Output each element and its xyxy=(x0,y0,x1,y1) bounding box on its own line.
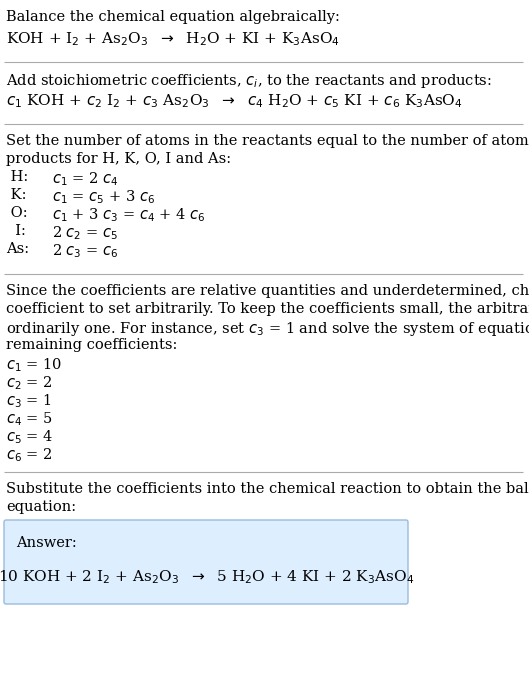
Text: $c_3$ = 1: $c_3$ = 1 xyxy=(6,392,52,409)
Text: 10 KOH + 2 I$_2$ + As$_2$O$_3$  $\rightarrow$  5 H$_2$O + 4 KI + 2 K$_3$AsO$_4$: 10 KOH + 2 I$_2$ + As$_2$O$_3$ $\rightar… xyxy=(0,568,414,586)
Text: 2 $c_3$ = $c_6$: 2 $c_3$ = $c_6$ xyxy=(52,242,118,260)
Text: Set the number of atoms in the reactants equal to the number of atoms in the: Set the number of atoms in the reactants… xyxy=(6,134,529,148)
Text: $c_1$ = 2 $c_4$: $c_1$ = 2 $c_4$ xyxy=(52,170,118,188)
Text: O:: O: xyxy=(6,206,28,220)
FancyBboxPatch shape xyxy=(4,520,408,604)
Text: Balance the chemical equation algebraically:: Balance the chemical equation algebraica… xyxy=(6,10,340,24)
Text: 2 $c_2$ = $c_5$: 2 $c_2$ = $c_5$ xyxy=(52,224,118,242)
Text: remaining coefficients:: remaining coefficients: xyxy=(6,338,177,352)
Text: equation:: equation: xyxy=(6,500,76,514)
Text: $c_5$ = 4: $c_5$ = 4 xyxy=(6,428,53,446)
Text: $c_1$ + 3 $c_3$ = $c_4$ + 4 $c_6$: $c_1$ + 3 $c_3$ = $c_4$ + 4 $c_6$ xyxy=(52,206,205,224)
Text: H:: H: xyxy=(6,170,28,184)
Text: $c_6$ = 2: $c_6$ = 2 xyxy=(6,446,52,464)
Text: $c_2$ = 2: $c_2$ = 2 xyxy=(6,374,52,392)
Text: As:: As: xyxy=(6,242,29,256)
Text: K:: K: xyxy=(6,188,26,202)
Text: $c_1$ = 10: $c_1$ = 10 xyxy=(6,356,62,374)
Text: products for H, K, O, I and As:: products for H, K, O, I and As: xyxy=(6,152,231,166)
Text: ordinarily one. For instance, set $c_3$ = 1 and solve the system of equations fo: ordinarily one. For instance, set $c_3$ … xyxy=(6,320,529,338)
Text: $c_1$ KOH + $c_2$ I$_2$ + $c_3$ As$_2$O$_3$  $\rightarrow$  $c_4$ H$_2$O + $c_5$: $c_1$ KOH + $c_2$ I$_2$ + $c_3$ As$_2$O$… xyxy=(6,92,463,110)
Text: I:: I: xyxy=(6,224,26,238)
Text: coefficient to set arbitrarily. To keep the coefficients small, the arbitrary va: coefficient to set arbitrarily. To keep … xyxy=(6,302,529,316)
Text: Substitute the coefficients into the chemical reaction to obtain the balanced: Substitute the coefficients into the che… xyxy=(6,482,529,496)
Text: $c_1$ = $c_5$ + 3 $c_6$: $c_1$ = $c_5$ + 3 $c_6$ xyxy=(52,188,155,205)
Text: Since the coefficients are relative quantities and underdetermined, choose a: Since the coefficients are relative quan… xyxy=(6,284,529,298)
Text: KOH + I$_2$ + As$_2$O$_3$  $\rightarrow$  H$_2$O + KI + K$_3$AsO$_4$: KOH + I$_2$ + As$_2$O$_3$ $\rightarrow$ … xyxy=(6,30,340,47)
Text: Answer:: Answer: xyxy=(16,536,77,550)
Text: $c_4$ = 5: $c_4$ = 5 xyxy=(6,410,53,428)
Text: Add stoichiometric coefficients, $c_i$, to the reactants and products:: Add stoichiometric coefficients, $c_i$, … xyxy=(6,72,492,90)
